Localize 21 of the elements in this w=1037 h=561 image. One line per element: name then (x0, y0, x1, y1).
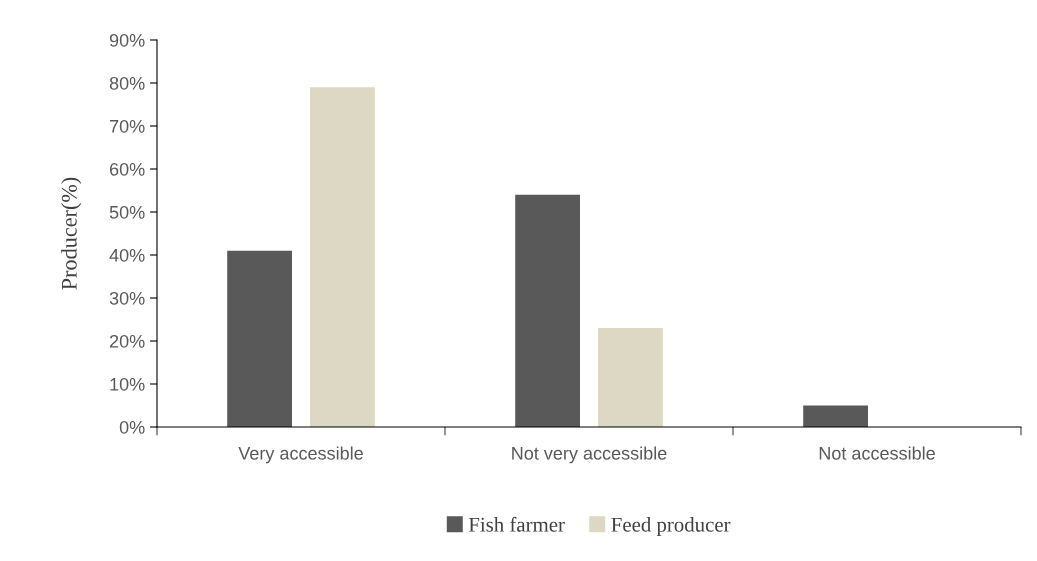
y-tick-label: 50% (109, 205, 145, 219)
legend-label: Feed producer (611, 517, 731, 536)
y-tick-label: 90% (109, 33, 145, 47)
y-tick-label: 30% (109, 291, 145, 305)
y-tick-label: 20% (109, 334, 145, 348)
legend-label: Fish farmer (468, 516, 565, 532)
y-tick-label: 0% (119, 420, 145, 434)
bar (515, 194, 580, 427)
bar (310, 87, 375, 427)
y-tick-label: 10% (110, 377, 145, 391)
y-tick-label: 70% (109, 119, 145, 133)
x-tick-label: Not accessible (819, 446, 935, 460)
y-tick-label: 80% (109, 76, 145, 90)
bar (227, 250, 292, 427)
bar (598, 328, 663, 427)
bar (803, 405, 868, 427)
y-axis-title: Producer(%) (61, 177, 82, 290)
y-tick-label: 40% (109, 248, 145, 262)
y-tick-label: 60% (109, 162, 145, 176)
x-tick-label: Very accessible (238, 446, 363, 464)
x-tick-label: Not very accessible (512, 446, 667, 464)
